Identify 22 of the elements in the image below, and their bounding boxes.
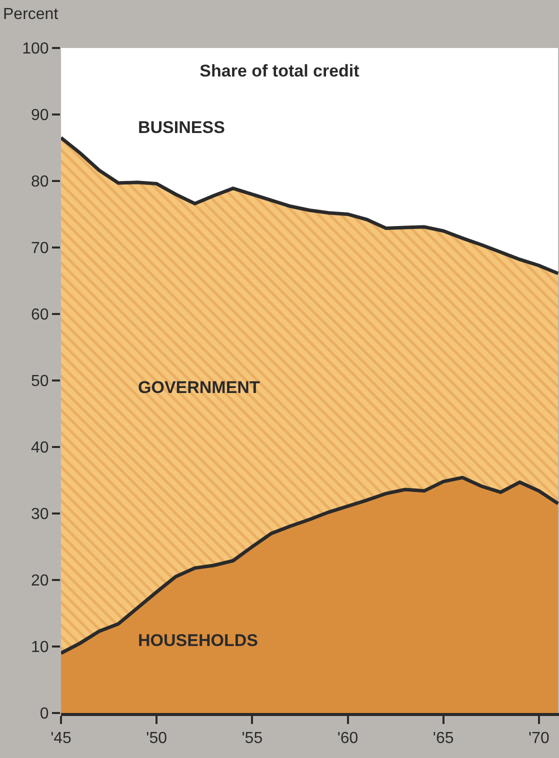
y-tick-label: 40	[31, 440, 49, 457]
series-label: HOUSEHOLDS	[138, 631, 258, 650]
x-tick-label: '45	[50, 730, 72, 748]
y-tick-label: 50	[31, 373, 49, 390]
x-tick-label: '55	[242, 730, 263, 748]
y-tick-label: 90	[31, 107, 49, 124]
y-tick-label: 70	[31, 240, 49, 258]
y-tick-label: 0	[40, 706, 49, 723]
text: Share of total credit	[200, 61, 360, 80]
x-tick-label: '60	[337, 730, 358, 748]
y-tick-label: 100	[22, 40, 49, 58]
y-tick-label: 20	[31, 572, 49, 590]
y-axis-title: Percent	[3, 6, 59, 23]
series-label: BUSINESS	[138, 118, 225, 137]
x-tick-label: '65	[432, 730, 454, 748]
series-label: GOVERNMENT	[138, 378, 260, 397]
y-tick-label: 80	[31, 174, 49, 191]
y-tick-label: 10	[31, 639, 49, 656]
y-tick-label: 60	[31, 306, 49, 324]
x-tick-label: '70	[528, 730, 550, 748]
x-tick-label: '50	[146, 730, 168, 748]
y-tick-label: 30	[31, 506, 49, 524]
